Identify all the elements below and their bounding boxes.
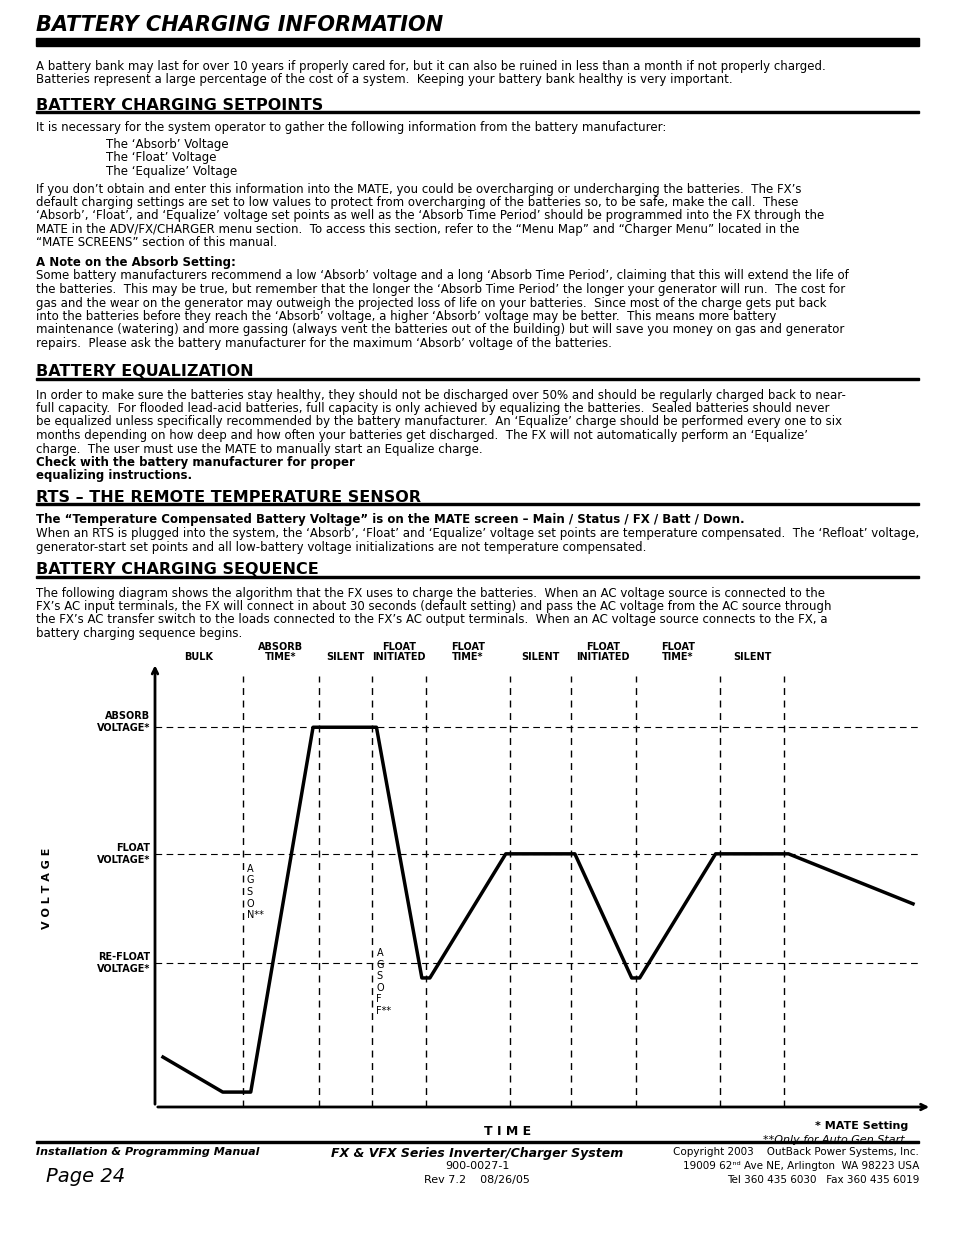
- Text: It is necessary for the system operator to gather the following information from: It is necessary for the system operator …: [36, 121, 666, 135]
- Text: BULK: BULK: [184, 652, 213, 662]
- Text: 900-0027-1: 900-0027-1: [444, 1161, 509, 1171]
- Text: V O L T A G E: V O L T A G E: [42, 848, 52, 930]
- Text: SILENT: SILENT: [326, 652, 365, 662]
- Text: FLOAT
INITIATED: FLOAT INITIATED: [372, 642, 425, 662]
- Bar: [36, 1141, 918, 1144]
- Text: equalizing instructions.: equalizing instructions.: [36, 469, 192, 483]
- Text: FLOAT
TIME*: FLOAT TIME*: [660, 642, 694, 662]
- Text: Installation & Programming Manual: Installation & Programming Manual: [36, 1147, 259, 1157]
- Text: ABSORB
TIME*: ABSORB TIME*: [258, 642, 303, 662]
- Text: Page 24: Page 24: [46, 1167, 125, 1186]
- Text: The following diagram shows the algorithm that the FX uses to charge the batteri: The following diagram shows the algorith…: [36, 587, 824, 599]
- Text: The ‘Equalize’ Voltage: The ‘Equalize’ Voltage: [106, 165, 237, 178]
- Text: repairs.  Please ask the battery manufacturer for the maximum ‘Absorb’ voltage o: repairs. Please ask the battery manufact…: [36, 337, 611, 350]
- Text: FLOAT
VOLTAGE*: FLOAT VOLTAGE*: [96, 844, 150, 864]
- Text: The ‘Absorb’ Voltage: The ‘Absorb’ Voltage: [106, 138, 229, 151]
- Text: generator-start set points and all low-battery voltage initializations are not t: generator-start set points and all low-b…: [36, 541, 646, 553]
- Text: BATTERY CHARGING SEQUENCE: BATTERY CHARGING SEQUENCE: [36, 562, 318, 578]
- Text: gas and the wear on the generator may outweigh the projected loss of life on you: gas and the wear on the generator may ou…: [36, 296, 825, 310]
- Text: FLOAT
INITIATED: FLOAT INITIATED: [576, 642, 629, 662]
- Text: ABSORB
VOLTAGE*: ABSORB VOLTAGE*: [96, 711, 150, 734]
- Text: When an RTS is plugged into the system, the ‘Absorb’, ‘Float’ and ‘Equalize’ vol: When an RTS is plugged into the system, …: [36, 527, 919, 540]
- Text: RE-FLOAT
VOLTAGE*: RE-FLOAT VOLTAGE*: [96, 952, 150, 973]
- Text: be equalized unless specifically recommended by the battery manufacturer.  An ‘E: be equalized unless specifically recomme…: [36, 415, 841, 429]
- Text: Some battery manufacturers recommend a low ‘Absorb’ voltage and a long ‘Absorb T: Some battery manufacturers recommend a l…: [36, 269, 848, 283]
- Text: FX & VFX Series Inverter/Charger System: FX & VFX Series Inverter/Charger System: [331, 1147, 622, 1160]
- Text: T I M E: T I M E: [483, 1125, 531, 1137]
- Text: Copyright 2003    OutBack Power Systems, Inc.: Copyright 2003 OutBack Power Systems, In…: [673, 1147, 918, 1157]
- Text: BATTERY EQUALIZATION: BATTERY EQUALIZATION: [36, 364, 253, 379]
- Text: the FX’s AC transfer switch to the loads connected to the FX’s AC output termina: the FX’s AC transfer switch to the loads…: [36, 614, 826, 626]
- Text: months depending on how deep and how often your batteries get discharged.  The F: months depending on how deep and how oft…: [36, 429, 807, 442]
- Text: FX’s AC input terminals, the FX will connect in about 30 seconds (default settin: FX’s AC input terminals, the FX will con…: [36, 600, 831, 613]
- Text: SILENT: SILENT: [732, 652, 770, 662]
- Text: Batteries represent a large percentage of the cost of a system.  Keeping your ba: Batteries represent a large percentage o…: [36, 74, 732, 86]
- Text: **Only for Auto Gen Start.: **Only for Auto Gen Start.: [762, 1135, 907, 1145]
- Text: “MATE SCREENS” section of this manual.: “MATE SCREENS” section of this manual.: [36, 236, 276, 249]
- Text: FLOAT
TIME*: FLOAT TIME*: [451, 642, 484, 662]
- Text: A
G
S
O
N**: A G S O N**: [247, 863, 263, 920]
- Text: Tel 360 435 6030   Fax 360 435 6019: Tel 360 435 6030 Fax 360 435 6019: [726, 1174, 918, 1186]
- Text: MATE in the ADV/FX/CHARGER menu section.  To access this section, refer to the “: MATE in the ADV/FX/CHARGER menu section.…: [36, 224, 799, 236]
- Text: 19009 62ⁿᵈ Ave NE, Arlington  WA 98223 USA: 19009 62ⁿᵈ Ave NE, Arlington WA 98223 US…: [682, 1161, 918, 1171]
- Text: RTS – THE REMOTE TEMPERATURE SENSOR: RTS – THE REMOTE TEMPERATURE SENSOR: [36, 489, 420, 505]
- Text: A
G
S
O
F
F**: A G S O F F**: [376, 948, 391, 1016]
- Text: * MATE Setting: * MATE Setting: [814, 1121, 907, 1131]
- Text: The ‘Float’ Voltage: The ‘Float’ Voltage: [106, 152, 216, 164]
- Text: Rev 7.2    08/26/05: Rev 7.2 08/26/05: [424, 1174, 529, 1186]
- Text: BATTERY CHARGING INFORMATION: BATTERY CHARGING INFORMATION: [36, 15, 443, 35]
- Text: A battery bank may last for over 10 years if properly cared for, but it can also: A battery bank may last for over 10 year…: [36, 61, 825, 73]
- Text: In order to make sure the batteries stay healthy, they should not be discharged : In order to make sure the batteries stay…: [36, 389, 845, 401]
- Text: Check with the battery manufacturer for proper: Check with the battery manufacturer for …: [36, 456, 355, 469]
- Text: The “Temperature Compensated Battery Voltage” is on the MATE screen – Main / Sta: The “Temperature Compensated Battery Vol…: [36, 514, 744, 526]
- Text: default charging settings are set to low values to protect from overcharging of : default charging settings are set to low…: [36, 196, 798, 209]
- Text: into the batteries before they reach the ‘Absorb’ voltage, a higher ‘Absorb’ vol: into the batteries before they reach the…: [36, 310, 776, 324]
- Text: A Note on the Absorb Setting:: A Note on the Absorb Setting:: [36, 256, 235, 269]
- Text: the batteries.  This may be true, but remember that the longer the ‘Absorb Time : the batteries. This may be true, but rem…: [36, 283, 844, 296]
- Bar: [36, 38, 918, 46]
- Text: ‘Absorb’, ‘Float’, and ‘Equalize’ voltage set points as well as the ‘Absorb Time: ‘Absorb’, ‘Float’, and ‘Equalize’ voltag…: [36, 210, 823, 222]
- Text: SILENT: SILENT: [520, 652, 558, 662]
- Text: charge.  The user must use the MATE to manually start an Equalize charge.: charge. The user must use the MATE to ma…: [36, 442, 490, 456]
- Text: If you don’t obtain and enter this information into the MATE, you could be overc: If you don’t obtain and enter this infor…: [36, 183, 801, 195]
- Text: full capacity.  For flooded lead-acid batteries, full capacity is only achieved : full capacity. For flooded lead-acid bat…: [36, 403, 828, 415]
- Text: maintenance (watering) and more gassing (always vent the batteries out of the bu: maintenance (watering) and more gassing …: [36, 324, 843, 336]
- Text: battery charging sequence begins.: battery charging sequence begins.: [36, 627, 242, 640]
- Text: BATTERY CHARGING SETPOINTS: BATTERY CHARGING SETPOINTS: [36, 98, 323, 112]
